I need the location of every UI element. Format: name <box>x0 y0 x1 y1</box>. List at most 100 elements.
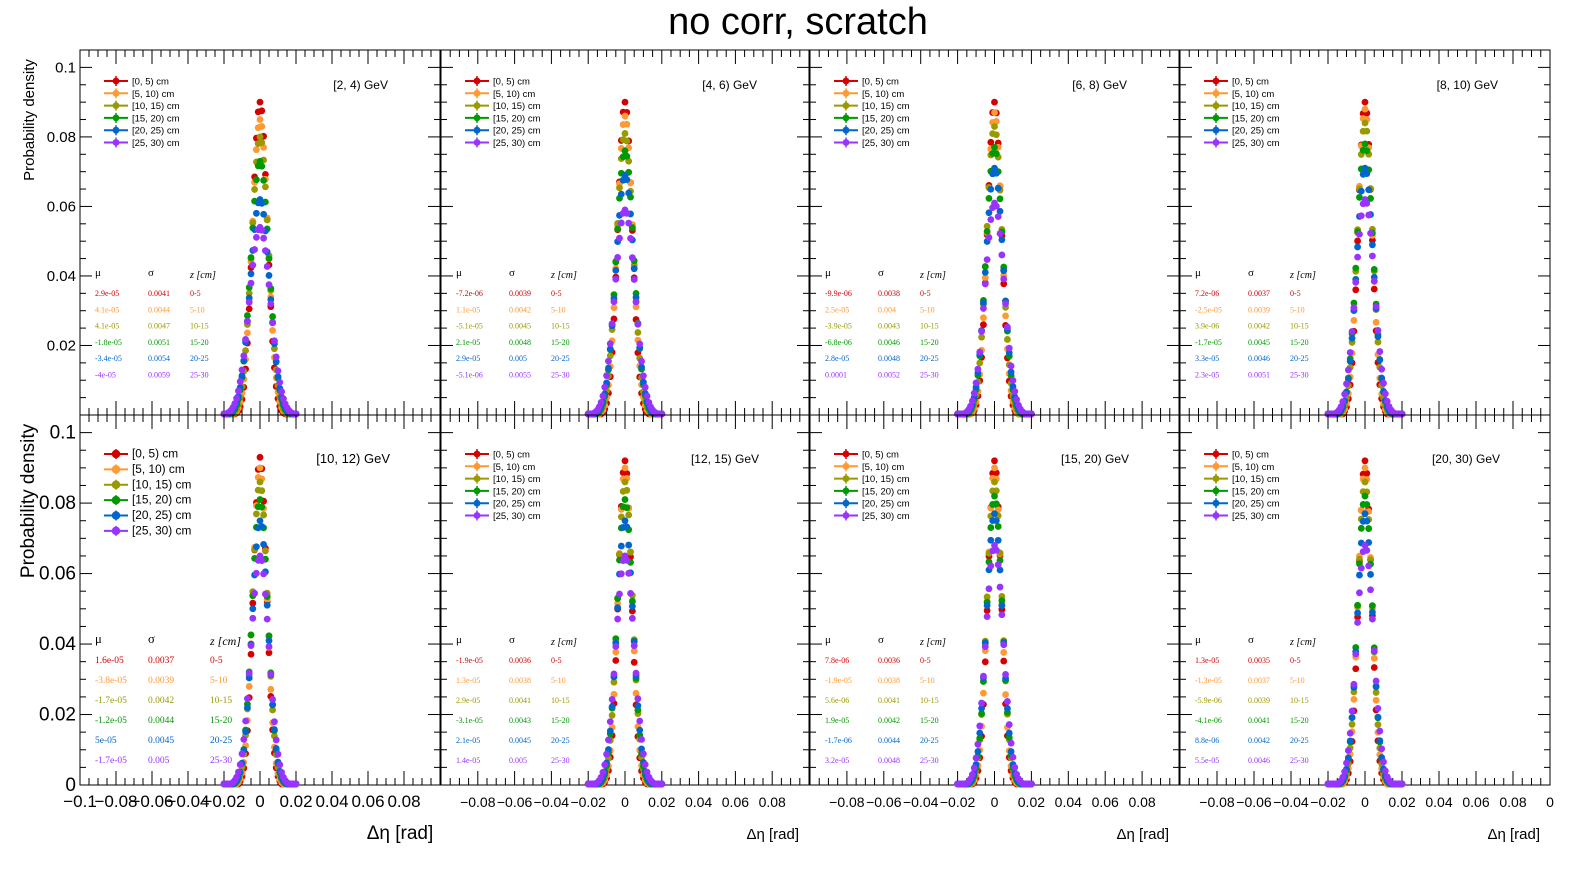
data-point <box>278 388 285 395</box>
data-point <box>991 492 998 500</box>
data-point <box>235 387 242 395</box>
data-point <box>621 147 629 155</box>
stats-mu: -1.7e-06 <box>825 736 852 745</box>
data-point <box>269 313 276 320</box>
data-point <box>1013 396 1021 403</box>
legend-label: [0, 5) cm <box>493 77 530 88</box>
stats-mu: -3.9e-05 <box>825 322 852 331</box>
stats-mu: 1.3e-05 <box>456 676 480 685</box>
data-point <box>262 590 269 598</box>
data-point <box>256 453 264 461</box>
x-tick-label: 0.08 <box>1499 794 1526 810</box>
stats-mu: -1.8e-05 <box>95 338 122 347</box>
data-point <box>983 256 991 264</box>
data-point <box>1352 264 1360 272</box>
legend-marker <box>1212 139 1220 146</box>
data-point <box>236 761 244 768</box>
data-point <box>244 704 251 711</box>
stats-z: 15-20 <box>1290 716 1309 725</box>
data-point <box>1002 691 1009 698</box>
x-tick-label: −0.04 <box>534 794 570 810</box>
data-point <box>625 189 633 197</box>
data-point <box>614 604 622 612</box>
data-point <box>258 123 266 130</box>
data-point <box>991 510 998 518</box>
data-point <box>260 540 267 548</box>
x-axis-label: Δη [rad] <box>1116 826 1169 843</box>
stats-mu: 1.1e-05 <box>456 305 480 314</box>
stats-sigma: 0.0046 <box>1248 354 1270 363</box>
stats-mu: -1.7e-05 <box>1195 338 1222 347</box>
series-4 <box>584 496 666 788</box>
data-point <box>991 109 998 116</box>
data-point <box>616 550 623 558</box>
figure-title: no corr, scratch <box>668 1 928 43</box>
data-point <box>1028 780 1035 788</box>
data-point <box>236 378 244 385</box>
stats-z: 5-10 <box>920 676 935 685</box>
y-axis-label-top: Probability density <box>21 59 38 181</box>
stats-z: 5-10 <box>551 305 566 314</box>
x-tick-label: −0.06 <box>130 792 173 811</box>
data-point <box>991 478 998 486</box>
data-point <box>263 601 271 609</box>
x-tick-label: −0.06 <box>866 794 902 810</box>
legend-label: [5, 10) cm <box>1232 462 1274 473</box>
data-point <box>974 748 982 755</box>
legend-marker <box>112 77 120 85</box>
data-point <box>1009 376 1017 384</box>
data-point <box>272 745 280 752</box>
data-point <box>258 557 266 565</box>
stats-mu: 2.8e-05 <box>825 354 849 363</box>
legend-marker <box>473 462 481 470</box>
data-point <box>258 107 266 115</box>
stats-sigma: 0.0046 <box>1248 756 1270 765</box>
x-tick-label: 0.08 <box>759 794 786 810</box>
data-point <box>976 734 984 742</box>
stats-mu: -5.9e-06 <box>1195 696 1222 705</box>
stats-z: 0-5 <box>210 656 223 666</box>
stats-sigma: 0.0055 <box>509 371 531 380</box>
data-point <box>244 312 251 319</box>
data-point <box>617 190 625 198</box>
data-point <box>265 255 273 263</box>
legend-marker <box>1212 450 1220 458</box>
data-point <box>980 314 987 322</box>
data-point <box>617 542 625 550</box>
data-point <box>235 768 242 776</box>
legend-marker <box>842 126 850 134</box>
legend-label: [20, 25) cm <box>493 126 541 137</box>
data-point <box>267 300 275 308</box>
stats-sigma: 0.005 <box>509 756 527 765</box>
stats-header-sigma: σ <box>148 632 155 646</box>
data-point <box>1002 312 1009 320</box>
data-point <box>253 569 260 577</box>
stats-mu: -3.8e-05 <box>95 676 127 686</box>
data-point <box>276 761 284 769</box>
legend-label: [5, 10) cm <box>132 89 174 100</box>
data-point <box>1361 164 1369 172</box>
stats-z: 0-5 <box>1290 289 1301 298</box>
legend-label: [5, 10) cm <box>1232 89 1274 100</box>
data-point <box>269 319 276 327</box>
data-point <box>1357 187 1365 195</box>
stats-z: 25-30 <box>1290 756 1309 765</box>
legend-marker <box>111 465 121 474</box>
data-point <box>630 658 638 666</box>
stats-z: 25-30 <box>551 756 570 765</box>
legend-marker <box>473 512 481 519</box>
data-point <box>628 597 636 605</box>
data-point <box>623 470 631 477</box>
stats-mu: -1.7e-05 <box>95 756 127 766</box>
stats-mu: 2.1e-05 <box>456 736 480 745</box>
x-tick-label: −0.02 <box>570 794 606 810</box>
data-point <box>1352 286 1360 294</box>
data-point <box>636 726 644 734</box>
legend-label: [10, 15) cm <box>862 101 910 112</box>
data-point <box>242 347 250 355</box>
stats-sigma: 0.0037 <box>148 656 174 666</box>
data-point <box>256 517 264 525</box>
stats-mu: -6.8e-06 <box>825 338 852 347</box>
data-point <box>980 299 987 307</box>
stats-sigma: 0.0042 <box>878 716 900 725</box>
